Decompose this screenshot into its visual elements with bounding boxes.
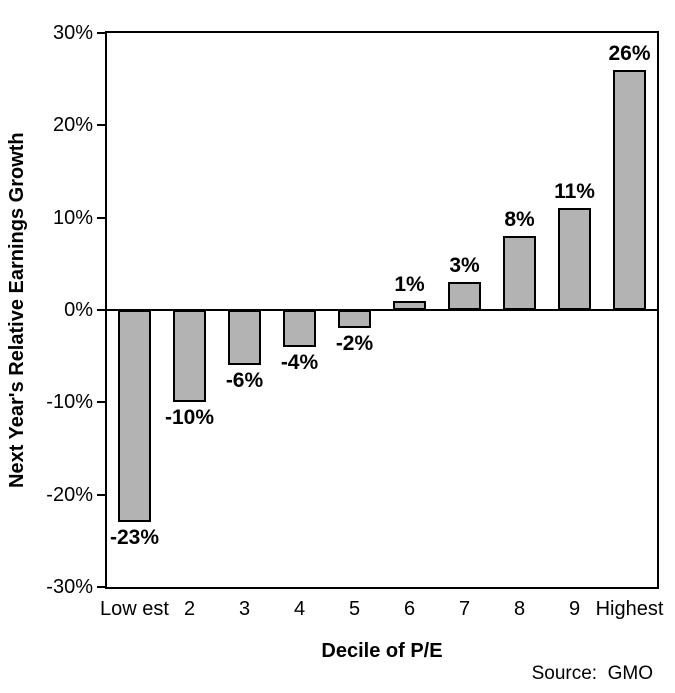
- x-tick-label: 2: [183, 598, 196, 620]
- x-tick-label: 9: [568, 598, 581, 620]
- y-tick-mark: [97, 124, 105, 127]
- bar: [283, 310, 316, 347]
- y-tick-mark: [97, 586, 105, 588]
- bar-value-label: 26%: [608, 41, 651, 65]
- x-tick-label: 6: [403, 598, 416, 620]
- bar-value-label: 3%: [449, 254, 480, 278]
- bar-value-label: -2%: [335, 332, 374, 356]
- plot-area: -23% -10% -6% -4% -2% 1% 3% 8% 11% 26%: [105, 31, 659, 589]
- y-tick-label: 30%: [52, 22, 93, 44]
- x-axis-title: Decile of P/E: [321, 640, 443, 662]
- x-tick-label: 4: [293, 598, 306, 620]
- bar: [338, 310, 371, 329]
- x-tick-label: Highest: [595, 598, 664, 620]
- bar: [393, 300, 426, 310]
- x-tick-label: Low est: [100, 598, 169, 620]
- bar-value-label: -10%: [164, 406, 215, 430]
- y-tick-label: -10%: [46, 391, 93, 414]
- x-tick-label: 3: [238, 598, 251, 620]
- y-tick-mark: [97, 309, 105, 311]
- bar: [503, 236, 536, 310]
- y-axis-title: Next Year's Relative Earnings Growth: [6, 132, 28, 488]
- bar: [448, 282, 481, 310]
- zero-axis-line: [107, 309, 657, 311]
- bar-value-label: -6%: [225, 369, 264, 393]
- y-tick-label: 10%: [52, 206, 93, 229]
- y-tick-label: 20%: [52, 114, 93, 137]
- bar: [228, 310, 261, 366]
- source-note: Source: GMO: [531, 663, 653, 684]
- y-tick-label: -20%: [46, 483, 93, 506]
- bar: [558, 208, 591, 310]
- bar-value-label: 11%: [554, 180, 595, 204]
- x-tick-label: 5: [348, 598, 361, 620]
- bar-value-label: 1%: [394, 272, 425, 296]
- bar: [613, 69, 646, 310]
- bar: [118, 310, 151, 523]
- bar-value-label: 8%: [504, 208, 535, 232]
- y-tick-mark: [97, 493, 105, 496]
- x-tick-label: 8: [513, 598, 526, 620]
- bar-value-label: -4%: [280, 350, 319, 374]
- y-tick-label: -30%: [46, 576, 93, 598]
- y-tick-mark: [97, 32, 105, 34]
- y-tick-mark: [97, 401, 105, 404]
- bar: [173, 310, 206, 403]
- bar-value-label: -23%: [109, 526, 160, 550]
- y-tick-label: 0%: [64, 299, 93, 321]
- y-tick-mark: [97, 216, 105, 219]
- x-tick-label: 7: [458, 598, 471, 620]
